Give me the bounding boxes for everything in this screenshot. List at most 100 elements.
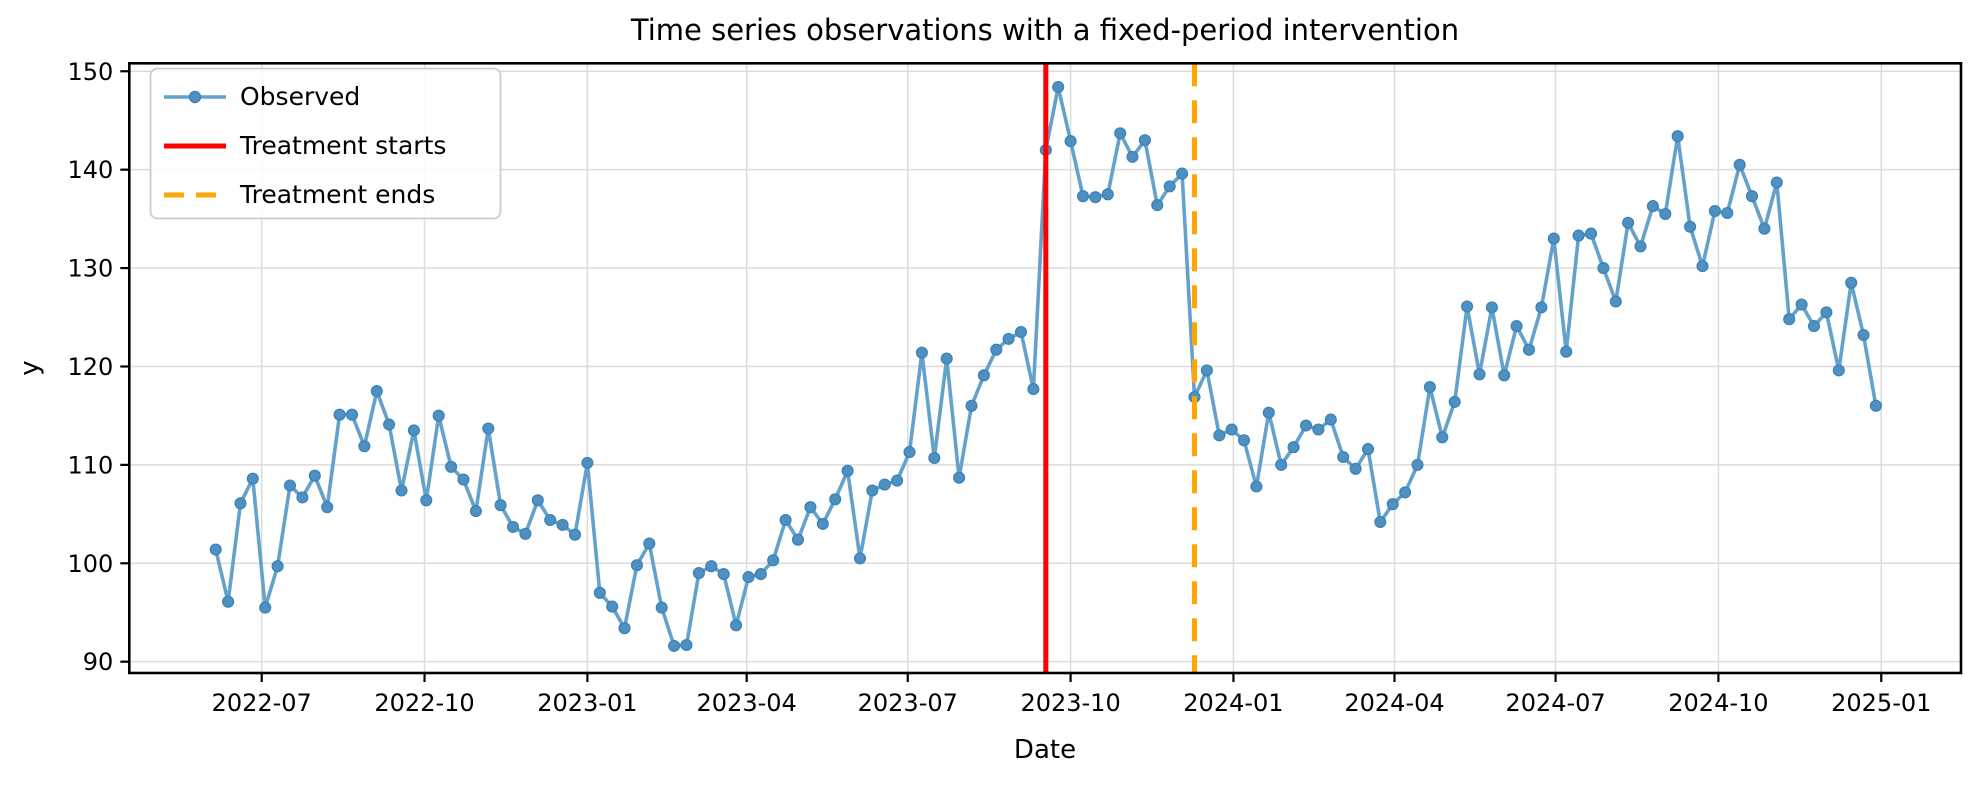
data-point [841, 464, 854, 477]
data-point [296, 491, 309, 504]
data-point [222, 595, 235, 608]
data-point [1052, 80, 1065, 94]
data-point [730, 619, 743, 632]
data-point [903, 446, 916, 459]
data-point [581, 456, 594, 469]
x-tick-label: 2024-04 [1344, 689, 1444, 717]
data-point [246, 472, 259, 485]
data-point [506, 520, 520, 533]
y-tick-label: 130 [67, 255, 113, 283]
data-point [1349, 462, 1362, 475]
data-point [420, 494, 433, 507]
data-point [816, 517, 829, 530]
legend-box [149, 67, 502, 220]
data-point [1671, 130, 1684, 143]
data-point [791, 533, 805, 546]
data-point [990, 343, 1003, 356]
data-point [1708, 204, 1721, 218]
data-point [1510, 320, 1523, 333]
data-point [209, 543, 222, 556]
data-point [965, 399, 978, 412]
data-point [717, 568, 730, 581]
data-point [1014, 325, 1028, 339]
y-tick-label: 140 [67, 156, 113, 184]
data-point [1522, 343, 1536, 356]
data-point [1027, 383, 1040, 396]
data-point [283, 479, 297, 492]
data-point [1783, 313, 1796, 326]
data-point [1386, 498, 1399, 511]
data-point [680, 638, 693, 652]
data-point [445, 460, 458, 473]
data-point [1820, 306, 1833, 319]
data-point [1076, 190, 1090, 203]
data-point [1758, 222, 1771, 235]
data-point [593, 586, 606, 599]
data-point [977, 369, 990, 382]
chart-title: Time series observations with a fixed-pe… [630, 13, 1459, 47]
data-point [432, 409, 445, 422]
data-point [407, 424, 420, 437]
data-point [754, 568, 767, 581]
data-point [259, 601, 272, 614]
data-point [1485, 301, 1498, 314]
data-layer [209, 80, 1882, 652]
y-tick-label: 110 [67, 451, 113, 479]
data-point [308, 469, 321, 482]
data-point [1361, 443, 1375, 456]
data-point [469, 505, 482, 518]
data-point [1770, 176, 1783, 189]
data-point [1547, 232, 1560, 245]
x-tick-label: 2023-07 [858, 689, 958, 717]
data-point [1089, 191, 1102, 204]
data-point [1399, 486, 1412, 499]
data-point [940, 352, 953, 365]
data-point [1498, 369, 1511, 382]
intervention-layer [1043, 63, 1197, 673]
data-point [1721, 206, 1734, 220]
data-point [1832, 364, 1845, 377]
data-point [692, 567, 705, 580]
data-point [1461, 300, 1474, 313]
data-point [630, 559, 643, 572]
data-point [1002, 332, 1015, 345]
y-axis-label: y [15, 360, 45, 375]
data-point [345, 408, 359, 421]
data-point [915, 346, 928, 359]
data-point [767, 554, 780, 567]
data-point [829, 493, 842, 506]
data-point [928, 451, 941, 465]
data-point [383, 418, 396, 431]
data-point [1250, 480, 1263, 493]
data-point [1423, 381, 1436, 394]
data-point [1163, 180, 1176, 193]
data-point [494, 499, 507, 512]
data-point [531, 494, 544, 507]
data-point [556, 518, 569, 531]
data-point [1609, 295, 1622, 308]
data-point [1584, 227, 1598, 240]
data-point [1622, 216, 1635, 229]
data-point [1138, 134, 1151, 147]
data-point [1262, 406, 1275, 419]
y-tick-label: 90 [83, 648, 114, 676]
data-point [321, 501, 334, 514]
data-point [1312, 423, 1325, 436]
data-point [1299, 419, 1313, 432]
data-point [234, 497, 247, 510]
data-point [358, 440, 371, 453]
data-point [1696, 260, 1709, 273]
data-point [1411, 458, 1424, 471]
x-tick-label: 2024-07 [1505, 689, 1605, 717]
x-tick-label: 2023-04 [697, 689, 797, 717]
data-point [1795, 298, 1808, 311]
data-point [853, 552, 867, 565]
data-point [1448, 395, 1461, 408]
data-point [779, 513, 792, 527]
data-point [1324, 413, 1337, 426]
data-point [1064, 135, 1077, 148]
data-point [482, 422, 495, 435]
data-point [742, 571, 755, 584]
x-tick-label: 2023-01 [537, 689, 637, 717]
data-point [1126, 150, 1139, 163]
